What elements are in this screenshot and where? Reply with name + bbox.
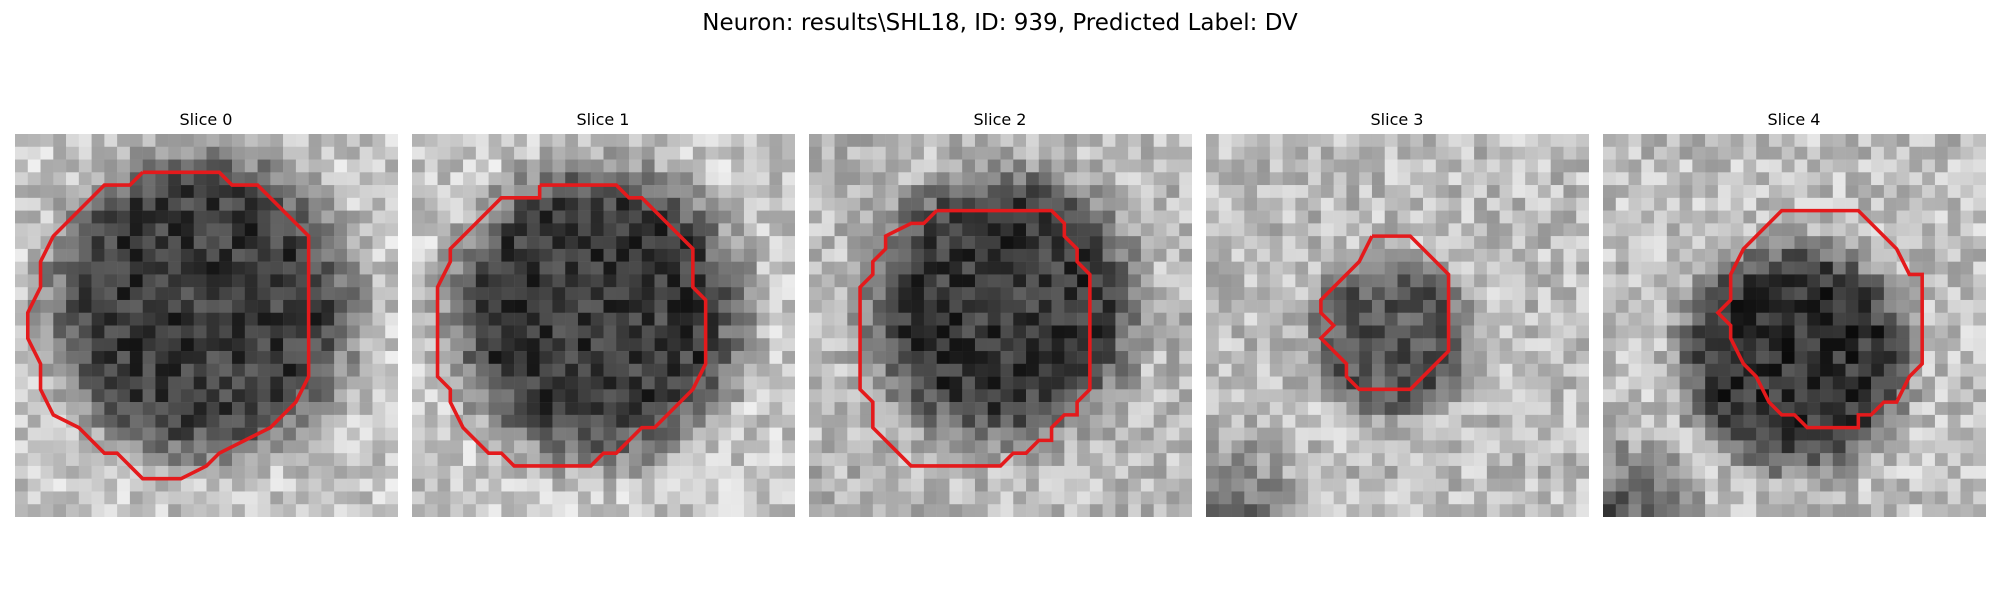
panel-title-slice-4: Slice 4 xyxy=(1767,110,1821,129)
slice-4-image xyxy=(1603,134,1986,517)
figure-title: Neuron: results\SHL18, ID: 939, Predicte… xyxy=(702,10,1298,36)
slice-2-image xyxy=(809,134,1192,517)
panel-title-slice-3: Slice 3 xyxy=(1370,110,1424,129)
slice-4-svg xyxy=(1603,134,1986,517)
slice-1-svg xyxy=(412,134,795,517)
panel-title-slice-0: Slice 0 xyxy=(179,110,233,129)
slice-0-svg xyxy=(15,134,398,517)
panel-title-slice-1: Slice 1 xyxy=(576,110,630,129)
slice-1-image xyxy=(412,134,795,517)
slice-3-svg xyxy=(1206,134,1589,517)
slice-3-image xyxy=(1206,134,1589,517)
panel-title-slice-2: Slice 2 xyxy=(973,110,1027,129)
slice-0-image xyxy=(15,134,398,517)
slice-0-roi-outline xyxy=(25,170,311,481)
slice-2-svg xyxy=(809,134,1192,517)
